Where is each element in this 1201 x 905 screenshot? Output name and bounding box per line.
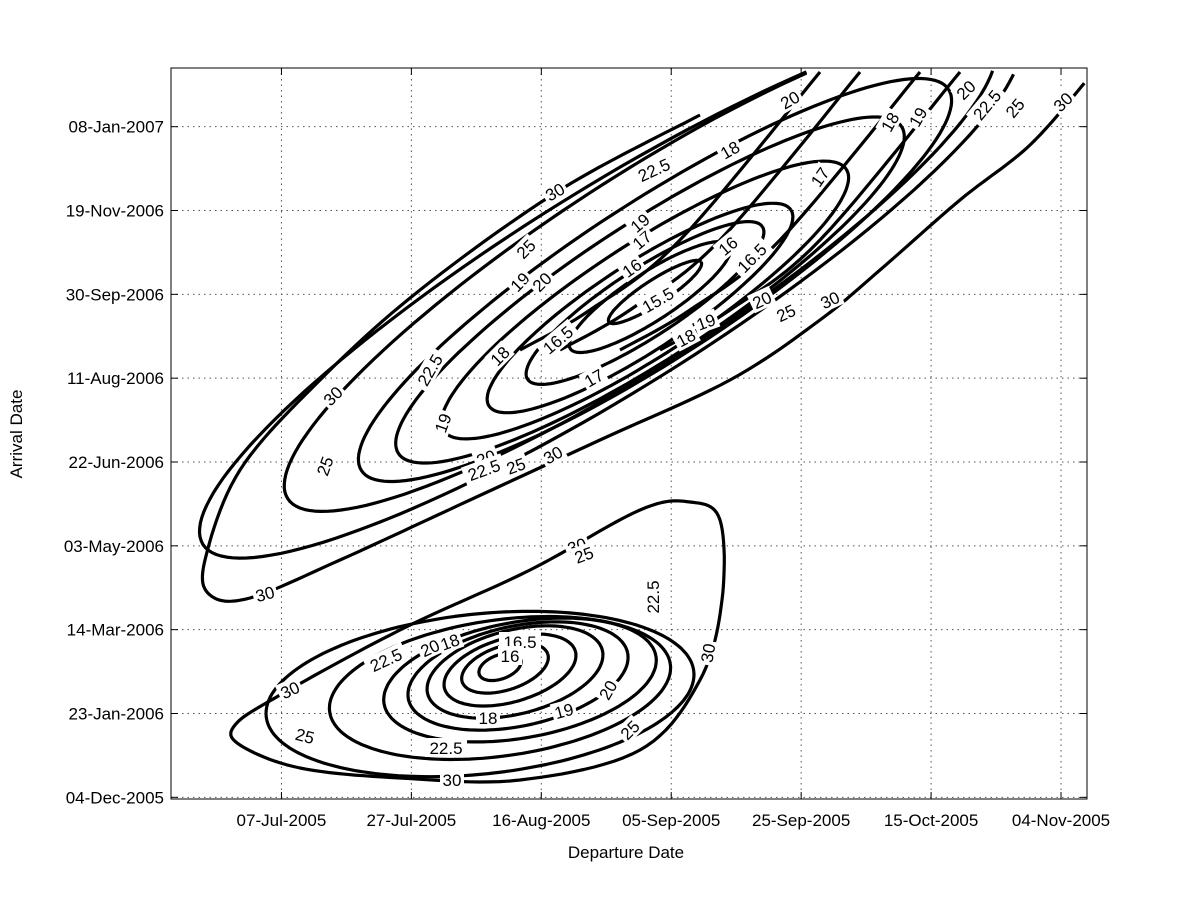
contour-label-bg	[317, 380, 348, 411]
contour-label-bg	[593, 674, 622, 705]
contour-label-bg	[410, 346, 449, 393]
contour-label-bg	[903, 101, 932, 132]
y-tick-label: 30-Sep-2006	[66, 285, 164, 304]
contour-label-bg	[274, 675, 305, 704]
contour-label-bg	[691, 308, 721, 335]
contour-label-bg	[311, 451, 338, 481]
contour-label-bg	[535, 318, 580, 361]
contour-label-bg	[504, 266, 535, 297]
x-tick-label: 27-Jul-2005	[366, 811, 456, 830]
contour-label-bg	[460, 453, 507, 486]
contour-line	[425, 624, 605, 720]
x-tick-label: 07-Jul-2005	[237, 811, 327, 830]
contour-line	[200, 82, 1086, 603]
contour-label-bg	[510, 233, 541, 264]
x-tick-label: 25-Sep-2005	[752, 811, 850, 830]
contour-label-bg	[362, 642, 409, 678]
contour-label-bg	[539, 177, 570, 206]
x-axis-ticks: 07-Jul-2005 27-Jul-2005 16-Aug-2005 05-Sep-…	[237, 68, 1110, 830]
contour-label-bg	[965, 82, 1008, 127]
contour-label-bg	[1047, 86, 1078, 117]
y-tick-label: 11-Aug-2006	[67, 369, 164, 388]
contour-label-bg	[630, 152, 677, 188]
contour-label-bg	[774, 85, 805, 114]
x-tick-label: 15-Oct-2005	[884, 811, 979, 830]
contour-label-bg	[484, 340, 515, 371]
contour-label-bg	[814, 285, 845, 314]
contour-label-bg	[526, 266, 557, 297]
y-tick-label: 03-May-2006	[64, 537, 164, 556]
contour-label-bg	[626, 224, 657, 255]
x-tick-label: 04-Nov-2005	[1012, 811, 1110, 830]
contour-line	[394, 115, 906, 465]
contour-label: 30	[443, 771, 462, 790]
contour-label: 30	[254, 583, 277, 606]
contour-label-bg	[501, 452, 531, 479]
y-tick-label: 22-Jun-2006	[69, 453, 164, 472]
contour-line	[229, 499, 726, 784]
contour-label-bg	[696, 639, 719, 667]
y-axis-ticks: 04-Dec-2005 23-Jan-2006 14-Mar-2006 03-May-…	[64, 118, 1087, 807]
contour-line	[282, 70, 995, 513]
contour-label-bg	[712, 230, 743, 261]
contour-label-bg	[291, 723, 320, 748]
y-tick-label: 08-Jan-2007	[69, 118, 164, 137]
contour-label-bg	[746, 285, 777, 314]
contour-label-bg	[670, 323, 701, 352]
contour-label-bg	[498, 646, 522, 665]
contour-label-bg	[643, 576, 662, 618]
contour-line	[197, 70, 1015, 560]
contour-line	[264, 609, 696, 779]
x-tick-label: 05-Sep-2005	[622, 811, 720, 830]
y-tick-label: 14-Mar-2006	[67, 621, 164, 640]
contour-label: 22.5	[429, 739, 462, 758]
contour-label-bg	[875, 106, 904, 137]
contour-label: 25	[293, 725, 316, 748]
x-axis-label: Departure Date	[568, 843, 684, 862]
contour-label-bg	[578, 363, 609, 392]
contour-label-bg	[714, 135, 745, 164]
contour-label-bg	[950, 74, 981, 105]
y-tick-label: 19-Nov-2006	[66, 202, 164, 221]
contour-label-bg	[440, 770, 464, 789]
y-axis-label: Arrival Date	[7, 390, 26, 479]
contour-line	[406, 620, 630, 732]
contour-label-bg	[770, 298, 801, 327]
contour-label: 18	[479, 709, 498, 728]
contour-label: 30	[697, 642, 719, 664]
x-tick-label: 16-Aug-2005	[492, 811, 590, 830]
contour-line	[619, 70, 922, 352]
contour-label-bg	[999, 92, 1030, 123]
contour-label: 16	[501, 647, 520, 666]
contour-label-bg	[634, 280, 681, 319]
plot-frame	[170, 67, 1088, 800]
contour-line	[327, 614, 673, 762]
contour-label-bg	[569, 541, 599, 568]
contour-label-bg	[549, 698, 578, 723]
contour-label-bg	[429, 408, 456, 438]
contour-label-bg	[537, 440, 568, 469]
y-tick-label: 04-Dec-2005	[66, 788, 164, 807]
contour-label-bg	[425, 738, 467, 757]
contour-label: 22.5	[644, 580, 663, 613]
contour-line	[485, 201, 795, 415]
contour-label-bg	[414, 633, 445, 662]
y-tick-label: 23-Jan-2006	[69, 704, 164, 723]
contour-label-bg	[614, 714, 645, 745]
contour-label-bg	[730, 236, 774, 280]
contour-label-bg	[624, 207, 655, 238]
contour-lines	[197, 70, 1086, 784]
plot-background	[171, 68, 1087, 799]
contour-label-bg	[616, 252, 647, 283]
contour-label-bg	[250, 581, 279, 606]
contour-label-bg	[476, 708, 500, 727]
contour-line	[567, 239, 733, 355]
contour-label-bg	[804, 161, 835, 192]
contour-label: 19	[553, 700, 576, 723]
